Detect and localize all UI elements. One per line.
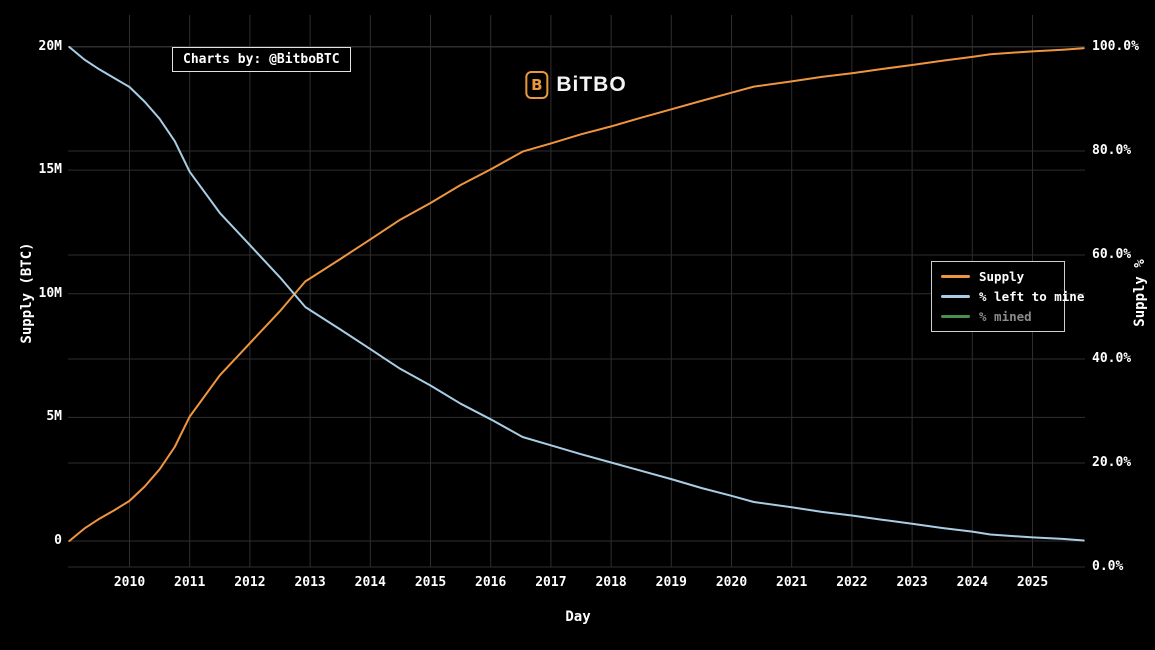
y-left-tick-label: 15M bbox=[38, 162, 62, 178]
y-right-tick-label: 40.0% bbox=[1092, 351, 1132, 366]
pct-left-to-mine-line bbox=[68, 46, 1085, 542]
legend: Supply % left to mine % mined bbox=[931, 261, 1084, 332]
y-left-tick-label: 20M bbox=[38, 38, 62, 54]
supply-line-swatch bbox=[941, 275, 970, 278]
plot-area[interactable] bbox=[68, 15, 1085, 567]
x-tick-label: 2021 bbox=[776, 575, 808, 590]
y-right-tick-label: 20.0% bbox=[1092, 455, 1132, 470]
legend-item-pct-left-to-mine[interactable]: % left to mine bbox=[941, 289, 1084, 304]
y-left-tick-label: 5M bbox=[46, 409, 62, 425]
x-tick-label: 2025 bbox=[1016, 575, 1049, 590]
x-tick-label: 2022 bbox=[836, 575, 868, 590]
x-tick-label: 2016 bbox=[475, 575, 507, 590]
x-tick-label: 2012 bbox=[234, 575, 266, 590]
legend-label-pct-mined: % mined bbox=[979, 309, 1032, 324]
charts-by-text: Charts by: @BitboBTC bbox=[183, 52, 340, 67]
x-tick-label: 2024 bbox=[956, 575, 988, 590]
x-tick-label: 2018 bbox=[595, 575, 627, 590]
x-tick-label: 2015 bbox=[414, 575, 447, 590]
supply-line bbox=[68, 47, 1085, 542]
legend-label-pct-left: % left to mine bbox=[979, 289, 1085, 304]
y-axis-left-title: Supply (BTC) bbox=[19, 242, 35, 344]
legend-label-supply: Supply bbox=[979, 269, 1025, 284]
legend-item-pct-mined[interactable]: % mined bbox=[941, 309, 1064, 324]
x-tick-label: 2017 bbox=[535, 575, 567, 590]
x-tick-label: 2011 bbox=[174, 575, 206, 590]
bitbo-logo: B BiTBO bbox=[525, 71, 626, 99]
y-right-tick-label: 100.0% bbox=[1092, 39, 1139, 54]
bitbo-logo-text: BiTBO bbox=[556, 73, 627, 96]
y-left-tick-label: 0 bbox=[54, 533, 62, 548]
bitbo-logo-icon: B bbox=[525, 71, 549, 99]
y-left-tick-label: 10M bbox=[38, 285, 62, 301]
y-right-tick-label: 80.0% bbox=[1092, 143, 1132, 158]
x-axis-title: Day bbox=[565, 609, 591, 625]
pct-mined-line-swatch bbox=[941, 315, 970, 318]
charts-by-annotation: Charts by: @BitboBTC bbox=[172, 47, 351, 72]
x-tick-label: 2020 bbox=[715, 575, 748, 590]
x-tick-label: 2023 bbox=[896, 575, 928, 590]
pct-left-line-swatch bbox=[941, 295, 970, 298]
y-right-tick-label: 60.0% bbox=[1092, 247, 1132, 262]
y-axis-right-title: Supply % bbox=[1132, 259, 1148, 327]
x-tick-label: 2013 bbox=[294, 575, 326, 590]
x-tick-label: 2019 bbox=[655, 575, 687, 590]
legend-item-supply[interactable]: Supply bbox=[941, 269, 1064, 284]
x-tick-label: 2010 bbox=[113, 575, 146, 590]
x-tick-label: 2014 bbox=[354, 575, 386, 590]
y-right-tick-label: 0.0% bbox=[1092, 559, 1124, 574]
